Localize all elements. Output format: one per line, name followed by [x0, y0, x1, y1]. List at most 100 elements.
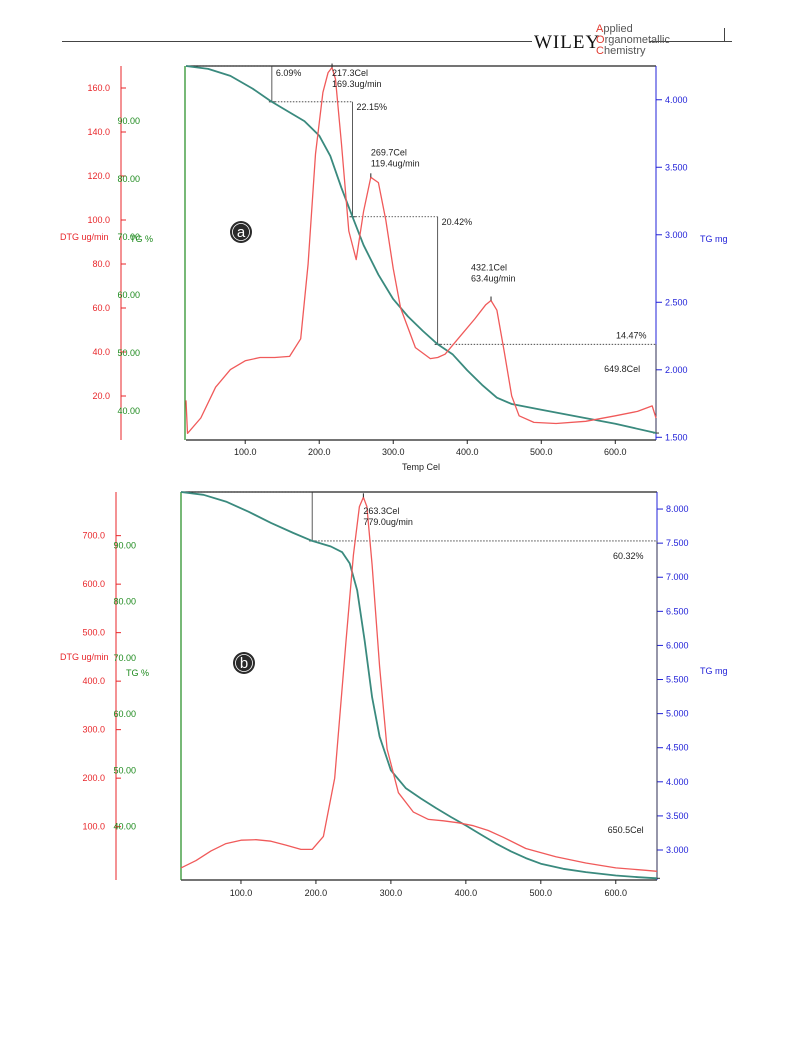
tg-percent-axis-title: TG % — [130, 234, 153, 244]
mass-loss-label: 22.15% — [357, 102, 388, 112]
tg-percent-tick-label: 90.00 — [113, 540, 136, 550]
x-tick-label: 200.0 — [305, 888, 328, 898]
header-rule — [62, 41, 532, 42]
tg-percent-tick-label: 70.00 — [113, 653, 136, 663]
tg-mg-tick-label: 6.500 — [666, 606, 689, 616]
dtg-axis-title: DTG ug/min — [60, 652, 109, 662]
tg-mg-tick-label: 2.500 — [665, 297, 688, 307]
peak-annotation: 649.8Cel — [604, 364, 640, 374]
tg-mg-tick-label: 8.000 — [666, 504, 689, 514]
annotation-line: 432.1Cel — [471, 263, 507, 273]
panel-label-ring — [232, 223, 250, 241]
x-tick-label: 600.0 — [605, 888, 628, 898]
tg-mg-tick-label: 4.000 — [666, 777, 689, 787]
x-tick-label: 300.0 — [380, 888, 403, 898]
tg-percent-tick-label: 70.00 — [117, 232, 140, 242]
tg-percent-tick-label: 50.00 — [117, 348, 140, 358]
dtg-tick-label: 700.0 — [82, 531, 105, 541]
x-tick-label: 500.0 — [530, 447, 553, 457]
x-tick-label: 200.0 — [308, 447, 331, 457]
journal-word-2: rganometallic — [604, 34, 670, 46]
x-tick-label: 500.0 — [530, 888, 553, 898]
x-tick-label: 300.0 — [382, 447, 405, 457]
x-tick-label: 100.0 — [234, 447, 257, 457]
tg-mg-axis-title: TG mg — [700, 666, 728, 676]
panel-label: b — [240, 655, 248, 672]
peak-annotation: 650.5Cel — [608, 825, 644, 835]
x-tick-label: 400.0 — [455, 888, 478, 898]
tg-mg-tick-label: 5.500 — [666, 675, 689, 685]
journal-line-3: Chemistry — [596, 45, 646, 57]
tg-percent-tick-label: 50.00 — [113, 765, 136, 775]
annotation-line: 650.5Cel — [608, 825, 644, 835]
tg-mg-tick-label: 3.000 — [666, 845, 689, 855]
dtg-tick-label: 400.0 — [82, 676, 105, 686]
tg-mg-tick-label: 2.000 — [665, 365, 688, 375]
tg-curve — [185, 65, 657, 434]
annotation-line: 779.0ug/min — [363, 517, 413, 527]
dtg-curve — [180, 496, 658, 872]
header-vertical-bar — [724, 28, 725, 42]
dtg-tick-label: 300.0 — [82, 725, 105, 735]
dtg-tick-label: 120.0 — [87, 171, 110, 181]
tg-percent-tick-label: 60.00 — [117, 290, 140, 300]
tg-percent-tick-label: 60.00 — [113, 709, 136, 719]
tg-mg-tick-label: 3.500 — [666, 811, 689, 821]
tga-chart-a: 100.0 200.0 300.0 400.0 500.0 600.0 Temp Cel 20… — [60, 63, 728, 472]
tg-percent-tick-label: 80.00 — [117, 174, 140, 184]
dtg-tick-label: 100.0 — [87, 215, 110, 225]
journal-word-3: hemistry — [603, 45, 646, 57]
tg-percent-tick-label: 90.00 — [117, 116, 140, 126]
panel-label-circle — [233, 652, 255, 674]
dtg-curve — [185, 66, 657, 435]
tg-mg-tick-label: 7.000 — [666, 572, 689, 582]
annotation-line: 269.7Cel — [371, 147, 407, 157]
dtg-tick-label: 600.0 — [82, 579, 105, 589]
journal-line-2: Organometallic — [596, 34, 670, 46]
panel-label-ring — [235, 654, 253, 672]
tg-mg-tick-label: 4.000 — [665, 95, 688, 105]
dtg-tick-label: 500.0 — [82, 628, 105, 638]
dtg-tick-label: 60.0 — [92, 303, 110, 313]
dtg-tick-label: 160.0 — [87, 83, 110, 93]
panel-label-circle — [230, 221, 252, 243]
dtg-tick-label: 100.0 — [82, 822, 105, 832]
x-axis-title: Temp Cel — [402, 462, 440, 472]
tg-mg-tick-label: 1.500 — [665, 432, 688, 442]
tg-mg-axis-title: TG mg — [700, 234, 728, 244]
annotation-line: 263.3Cel — [363, 506, 399, 516]
dtg-tick-label: 200.0 — [82, 773, 105, 783]
dtg-tick-label: 40.0 — [92, 347, 110, 357]
mass-loss-label: 60.32% — [613, 551, 644, 561]
tg-mg-tick-label: 3.500 — [665, 162, 688, 172]
dtg-tick-label: 80.0 — [92, 259, 110, 269]
journal-line-1: Applied — [596, 23, 633, 35]
annotation-line: 649.8Cel — [604, 364, 640, 374]
mass-loss-label: 14.47% — [616, 330, 647, 340]
annotation-line: 63.4ug/min — [471, 274, 516, 284]
panel-label: a — [237, 224, 246, 241]
tg-curve — [180, 491, 658, 880]
publisher-logo: WILEY — [534, 32, 601, 53]
x-tick-label: 600.0 — [604, 447, 627, 457]
x-tick-label: 100.0 — [230, 888, 253, 898]
tg-mg-tick-label: 6.000 — [666, 640, 689, 650]
header-rule-right — [649, 41, 732, 42]
tg-percent-tick-label: 40.00 — [117, 406, 140, 416]
mass-loss-label: 6.09% — [276, 68, 302, 78]
tg-mg-tick-label: 5.000 — [666, 709, 689, 719]
tg-percent-tick-label: 80.00 — [113, 597, 136, 607]
dtg-axis-title: DTG ug/min — [60, 232, 109, 242]
dtg-tick-label: 140.0 — [87, 127, 110, 137]
tg-mg-tick-label: 4.500 — [666, 743, 689, 753]
annotation-line: 169.3ug/min — [332, 79, 382, 89]
dtg-tick-label: 20.0 — [92, 391, 110, 401]
annotation-line: 217.3Cel — [332, 68, 368, 78]
tg-mg-tick-label: 7.500 — [666, 538, 689, 548]
tg-percent-axis-title: TG % — [126, 668, 149, 678]
